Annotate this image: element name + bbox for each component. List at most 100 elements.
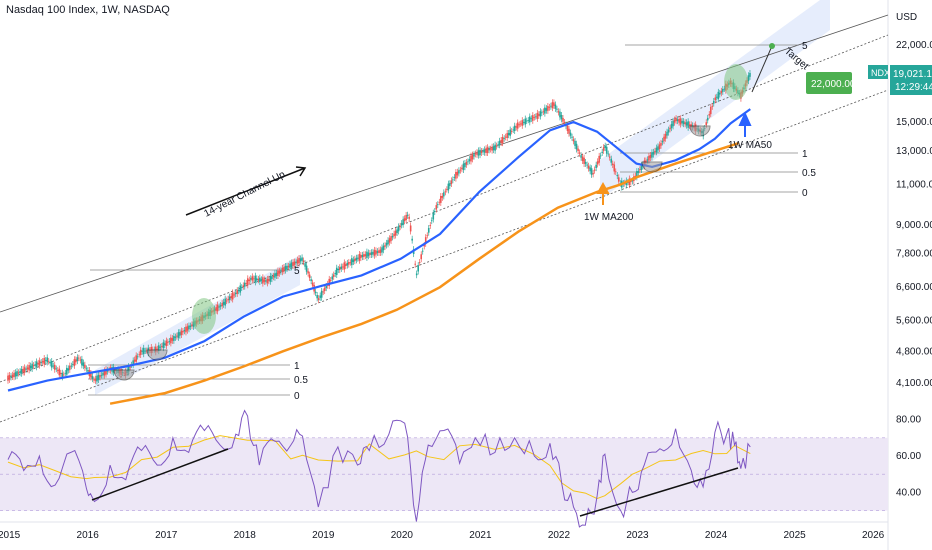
candle-body [59,372,62,375]
candle-body [685,122,688,126]
candle-body [265,280,267,282]
x-tick-2016: 2016 [77,530,100,541]
rsi-pane [0,409,888,528]
candle-body [444,191,447,193]
candle-body [231,292,234,300]
candle-body [715,96,718,98]
candle-body [221,303,223,307]
x-tick-2022: 2022 [548,530,571,541]
candle-body [646,159,649,161]
candle-body [334,272,337,275]
candle-body [409,225,412,232]
candle-body [29,365,32,369]
candle-body [497,144,499,146]
candle-body [509,129,511,136]
x-tick-2015: 2015 [0,530,21,541]
candle-body [135,355,137,362]
candle-body [630,180,632,183]
candle-body [503,138,505,139]
candle-body [382,245,385,251]
y-tick-7: 5,600.00 [896,315,932,326]
candle-body [17,372,20,374]
candle-body [375,250,377,255]
candle-body [243,282,246,287]
ma-layer [7,108,751,405]
candle-body [156,348,159,350]
candle-body [599,155,602,157]
candle-body [604,145,606,148]
y-tick-4: 9,000.00 [896,220,932,231]
candle-body [8,375,11,380]
candle-body [651,152,653,158]
candle-body [138,354,141,356]
candle-body [548,106,551,108]
candle-body [553,102,555,106]
candle-body [236,290,239,294]
candle-body [568,128,570,134]
candle-body [301,257,303,261]
candle-body [233,294,236,296]
candle-body [355,257,358,261]
candle-body [532,115,534,121]
candle-body [239,285,242,293]
candle-body [542,111,545,113]
bottom-marker-2 [689,125,711,137]
candle-body [46,357,49,363]
axis-labels: 22,000.00 15,000.00 13,000.00 11,000.00 9,00… [0,40,932,541]
candle-body [388,238,391,243]
candle-body [441,195,444,198]
y-tick-9: 4,100.00 [896,378,932,389]
candle-body [90,373,92,378]
candle-body [639,169,641,171]
candle-body [72,364,74,365]
candle-body [66,367,68,375]
candle-body [663,136,665,142]
candle-body [519,123,522,125]
candle-body [610,158,613,163]
candle-body [476,152,478,155]
candle-body [343,262,346,270]
candle-body [586,164,588,166]
candle-body [370,252,373,255]
candle-body [536,112,539,119]
candle-body [144,350,147,352]
candle-body [62,374,65,376]
candle-body [364,254,367,257]
target-tag-value: 22,000.00 [811,79,856,90]
candle-body [310,279,312,282]
candle-body [470,155,472,162]
candle-body [637,170,640,173]
candle-body [176,335,178,337]
candle-body [56,370,59,371]
candle-body [75,359,77,363]
candle-body [669,127,671,130]
candle-body [275,272,278,276]
candle-body [257,278,260,281]
candle-body [346,262,349,266]
channel-upper-line [0,14,889,313]
candle-body [379,249,382,253]
candle-body [367,252,370,257]
candle-body [281,267,284,273]
candle-body [271,276,273,280]
candle-body [311,282,314,286]
candle-body [351,258,353,266]
candle-body [280,270,282,272]
candle-body [11,374,14,377]
candle-body [329,280,332,281]
candle-body [400,223,403,226]
candle-body [518,124,521,126]
x-tick-2026: 2026 [862,530,885,541]
candle-body [545,108,548,111]
candle-body [453,177,456,178]
candle-body [672,120,674,127]
candle-body [411,238,413,241]
candle-body [320,290,323,298]
x-tick-2018: 2018 [234,530,257,541]
candle-body [616,175,619,177]
candle-body [26,367,29,370]
candle-body [675,118,677,122]
x-tick-2024: 2024 [705,530,728,541]
candle-body [67,368,70,371]
